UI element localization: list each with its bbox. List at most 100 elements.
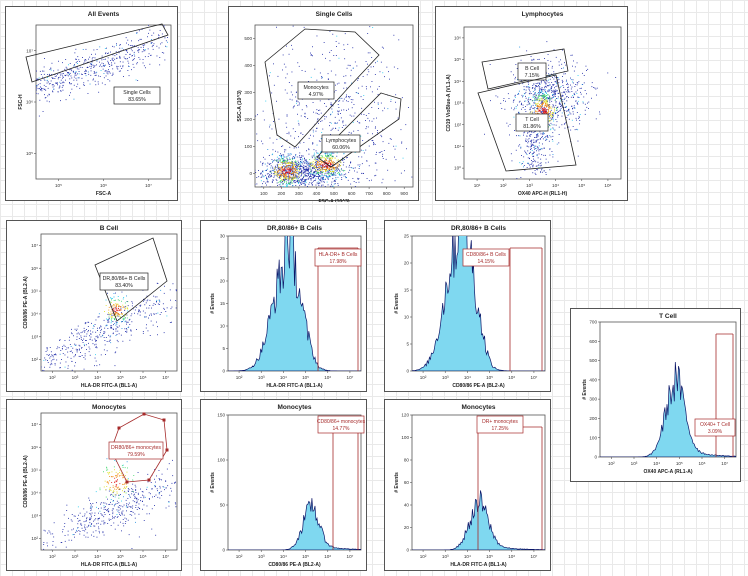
event-dot [25, 92, 26, 93]
event-dot [355, 182, 357, 183]
event-dot [282, 173, 284, 175]
event-dot [149, 29, 151, 31]
event-dot [288, 190, 289, 191]
event-dot [91, 339, 93, 341]
event-dot [283, 178, 285, 180]
event-dot [335, 180, 336, 182]
gate-polygon[interactable] [477, 74, 577, 172]
gate-polygon[interactable] [481, 48, 569, 90]
event-dot [73, 79, 75, 81]
event-dot [332, 167, 334, 169]
event-dot [560, 106, 561, 107]
event-dot [373, 144, 374, 146]
event-dot [262, 110, 264, 112]
event-dot [346, 96, 347, 98]
event-dot [175, 307, 177, 309]
event-dot [36, 92, 37, 94]
event-dot [295, 160, 297, 162]
event-dot [116, 334, 118, 335]
event-dot [535, 85, 536, 86]
event-dot [41, 90, 43, 92]
event-dot [311, 184, 313, 186]
event-dot [284, 156, 286, 158]
event-dot [49, 74, 51, 76]
event-dot [559, 101, 561, 103]
gate-polygon[interactable] [316, 92, 402, 168]
event-dot [112, 321, 114, 322]
event-dot [266, 181, 268, 183]
event-dot [275, 150, 276, 152]
event-dot [283, 173, 284, 175]
event-dot [327, 166, 329, 168]
event-dot [46, 354, 48, 356]
event-dot [510, 153, 512, 155]
event-dot [125, 58, 127, 60]
gate-polygon[interactable] [264, 28, 380, 148]
event-dot [538, 97, 540, 99]
event-dot [531, 112, 533, 114]
event-dot [323, 167, 325, 168]
event-dot [563, 73, 565, 75]
event-dot [374, 162, 376, 164]
event-dot [75, 48, 77, 50]
event-dot [41, 366, 42, 368]
event-dot [22, 87, 23, 88]
event-dot [65, 70, 67, 72]
event-dot [269, 171, 271, 173]
event-dot [305, 168, 307, 170]
event-dot [39, 367, 40, 368]
event-dot [537, 133, 539, 134]
y-tick-label: 10⁵ [26, 151, 33, 156]
event-dot [518, 111, 519, 113]
event-dot [541, 103, 543, 105]
event-dot [310, 179, 312, 181]
event-dot [524, 150, 526, 152]
event-dot [283, 177, 285, 179]
event-dot [560, 105, 562, 106]
event-dot [557, 116, 559, 118]
event-dot [94, 65, 96, 67]
event-dot [293, 174, 295, 176]
event-dot [290, 174, 292, 176]
event-dot [304, 174, 306, 176]
event-dot [34, 371, 35, 372]
event-dot [309, 166, 311, 168]
event-dot [88, 58, 89, 60]
gate-label: Single Cells [123, 90, 151, 96]
gate-polygon[interactable] [25, 23, 169, 83]
event-dot [531, 162, 533, 164]
event-dot [270, 163, 272, 164]
event-dot [70, 92, 71, 94]
event-dot [373, 118, 375, 120]
event-dot [332, 127, 334, 129]
event-dot [276, 164, 278, 166]
event-dot [143, 65, 145, 67]
event-dot [176, 60, 177, 61]
event-dot [570, 84, 571, 86]
event-dot [323, 181, 325, 183]
event-dot [571, 105, 573, 107]
event-dot [329, 161, 331, 162]
event-dot [308, 148, 310, 150]
event-dot [59, 339, 61, 341]
event-dot [489, 64, 491, 65]
event-dot [553, 71, 555, 73]
event-dot [539, 93, 541, 94]
event-dot [301, 181, 303, 183]
event-dot [279, 181, 281, 182]
event-dot [75, 62, 77, 64]
event-dot [21, 85, 22, 86]
event-dot [548, 114, 550, 116]
event-dot [523, 134, 524, 136]
event-dot [281, 162, 283, 164]
event-dot [529, 158, 530, 160]
event-dot [303, 173, 305, 175]
event-dot [530, 140, 531, 142]
event-dot [574, 107, 576, 109]
event-dot [303, 169, 305, 171]
event-dot [300, 159, 302, 161]
event-dot [513, 74, 514, 76]
event-dot [284, 151, 286, 153]
event-dot [547, 111, 549, 113]
event-dot [262, 171, 264, 173]
